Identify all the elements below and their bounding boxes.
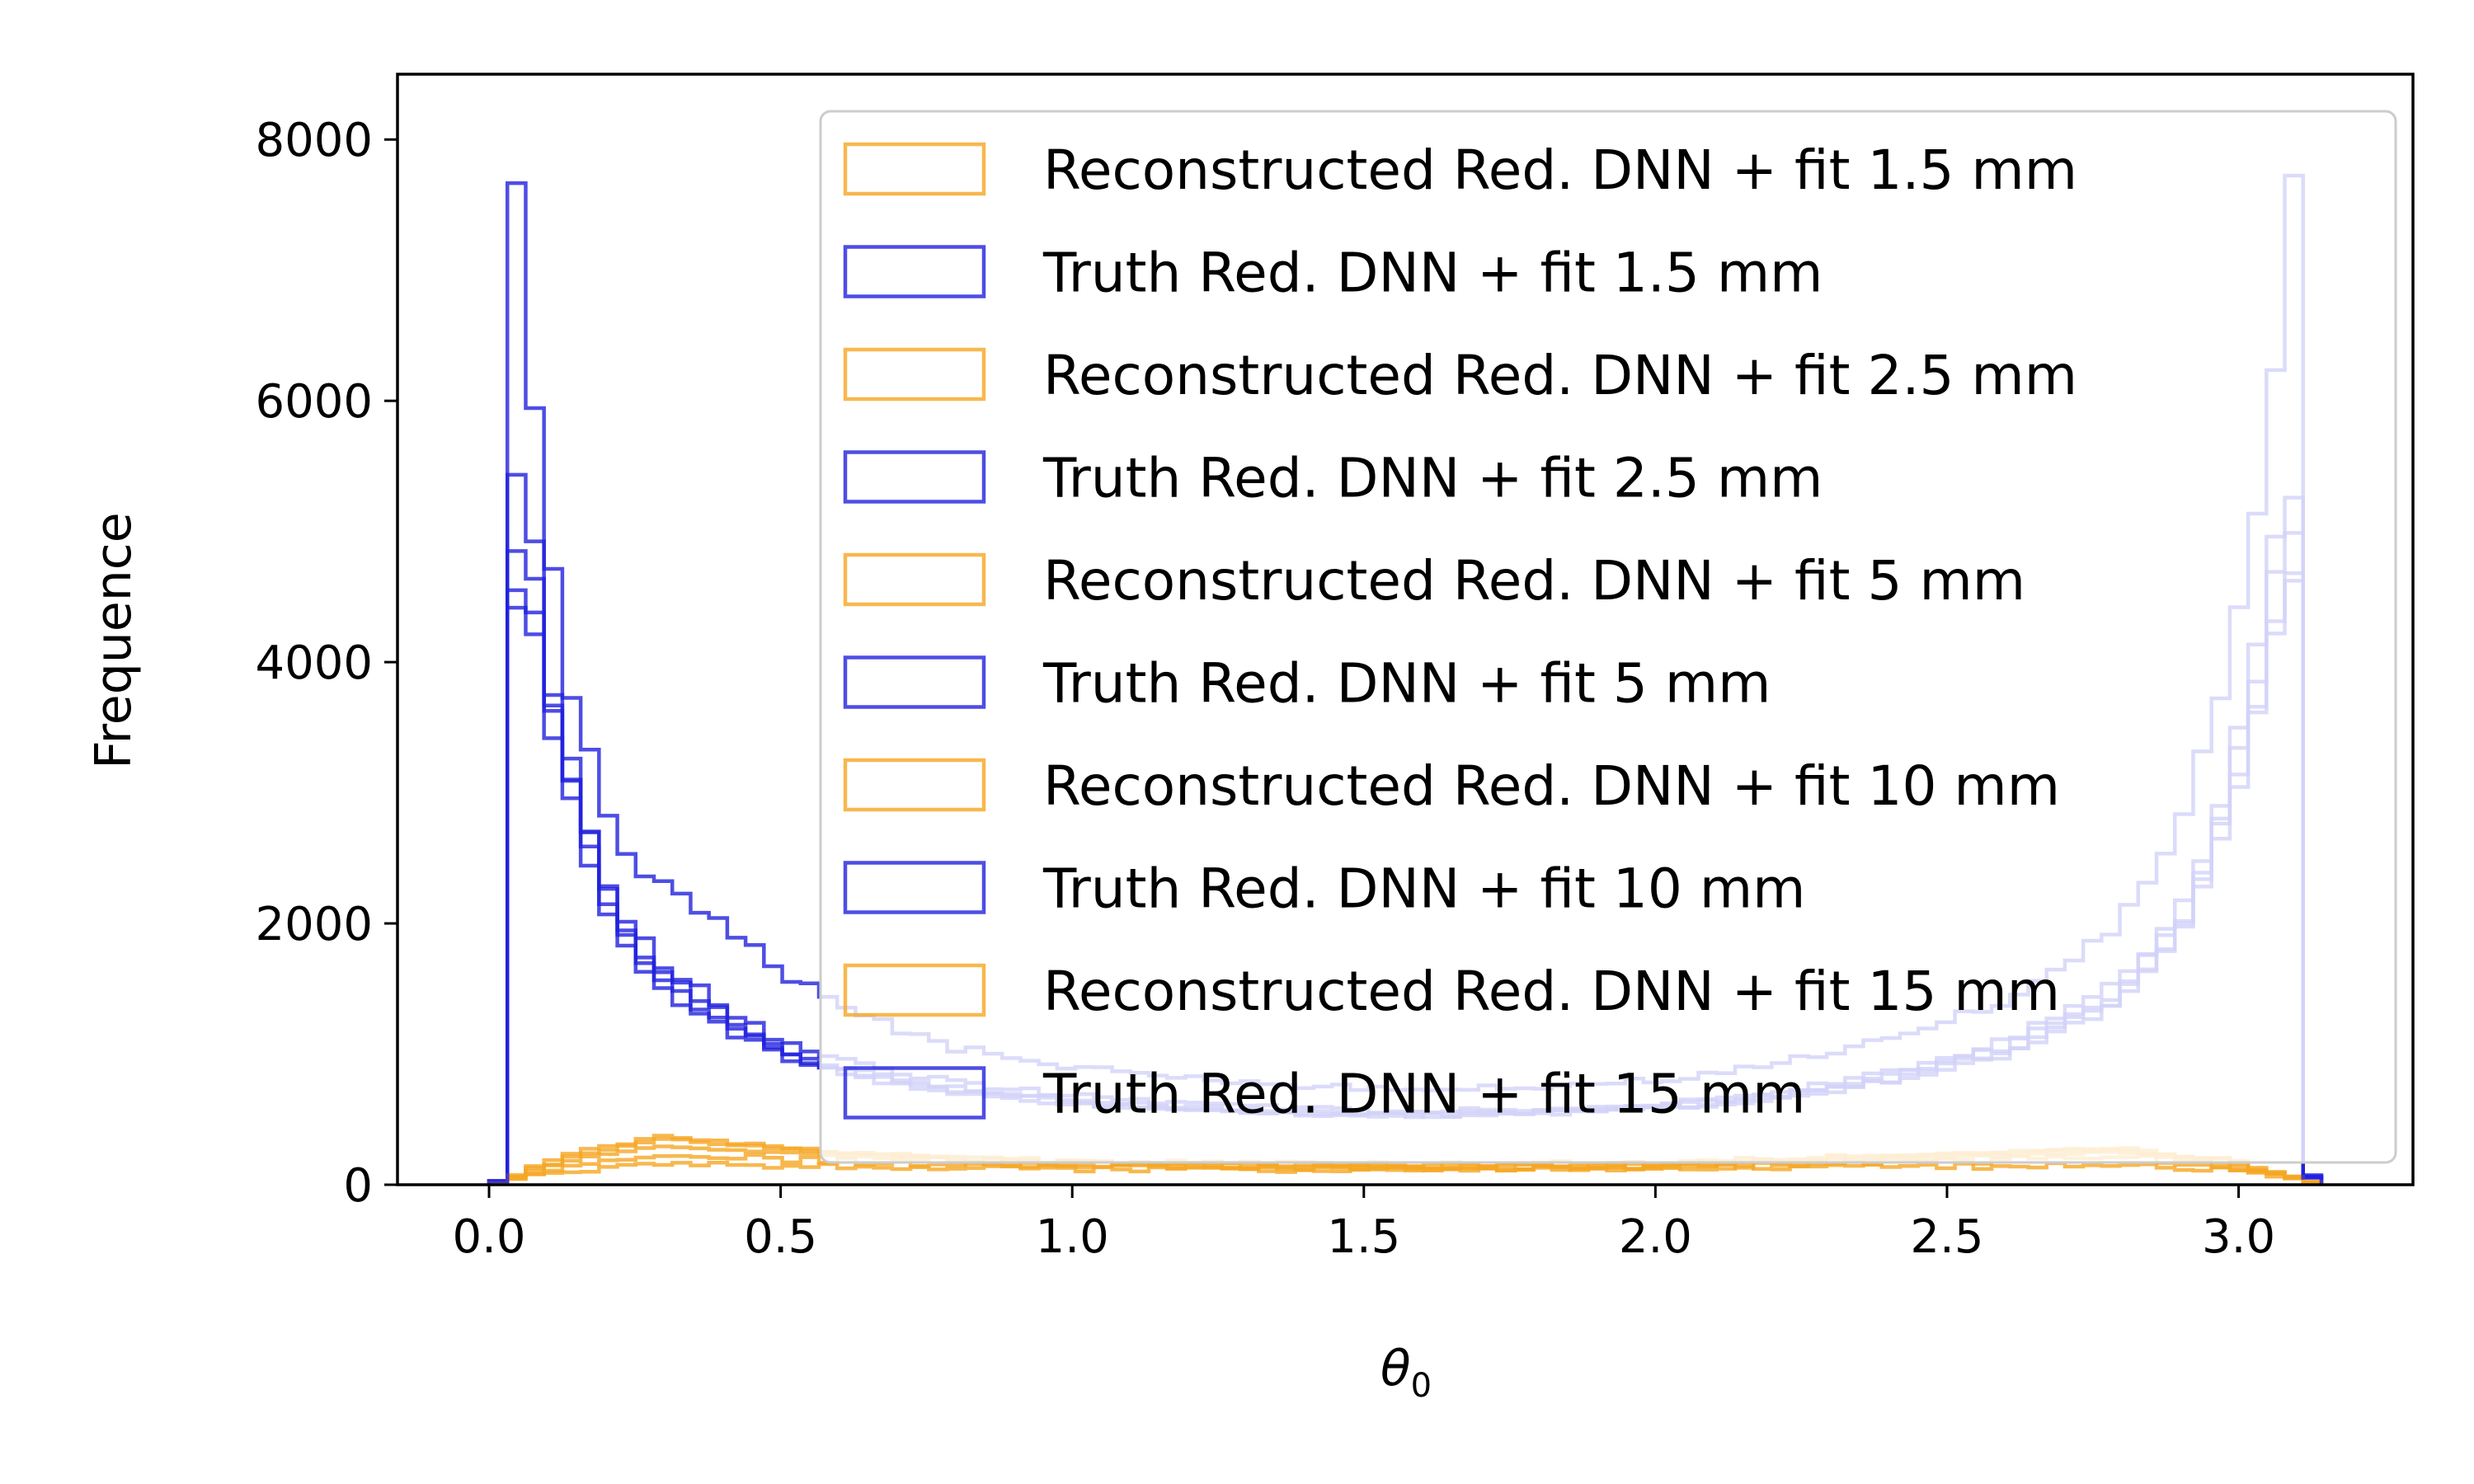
legend: Reconstructed Red. DNN + fit 1.5 mm Truth… xyxy=(819,110,2397,1164)
x-tick-label: 3.0 xyxy=(2202,1210,2275,1264)
legend-swatch xyxy=(843,347,986,402)
x-axis-label: θ0 xyxy=(1380,1340,1432,1405)
axes: 0.0 0.5 1.0 1.5 2.0 2.5 3.0 0 2000 4000 6000 8000 xyxy=(255,73,2415,1264)
x-tick-label: 2.5 xyxy=(1910,1210,1983,1264)
legend-swatch xyxy=(843,758,986,812)
legend-entry-label: Reconstructed Red. DNN + fit 5 mm xyxy=(1043,549,2025,613)
legend-entry-label: Reconstructed Red. DNN + fit 2.5 mm xyxy=(1043,344,2077,407)
y-axis-label: Frequence xyxy=(85,512,143,768)
legend-swatch xyxy=(843,552,986,607)
legend-swatch xyxy=(843,655,986,709)
legend-swatch xyxy=(843,861,986,914)
legend-entry-label: Truth Red. DNN + fit 10 mm xyxy=(1042,857,1805,921)
y-tick-label: 0 xyxy=(343,1159,373,1213)
legend-entry-label: Reconstructed Red. DNN + fit 1.5 mm xyxy=(1043,139,2077,202)
y-tick-label: 4000 xyxy=(255,636,373,690)
legend-entry-label: Truth Red. DNN + fit 2.5 mm xyxy=(1042,447,1823,510)
x-tick-label: 1.0 xyxy=(1036,1210,1109,1264)
legend-entry-label: Truth Red. DNN + fit 15 mm xyxy=(1042,1063,1805,1126)
legend-entry-label: Reconstructed Red. DNN + fit 10 mm xyxy=(1043,754,2060,818)
axes-frame xyxy=(396,73,2415,1186)
x-axis-label-main: θ xyxy=(1380,1340,1411,1397)
x-tick-label: 2.0 xyxy=(1619,1210,1692,1264)
x-axis-label-subscript: 0 xyxy=(1411,1367,1432,1405)
legend-swatch xyxy=(843,963,986,1017)
x-tick-label: 1.5 xyxy=(1327,1210,1400,1264)
x-tick-label: 0.5 xyxy=(744,1210,817,1264)
legend-box xyxy=(819,110,2397,1164)
legend-entry-label: Truth Red. DNN + fit 5 mm xyxy=(1042,652,1771,716)
x-tick-label: 0.0 xyxy=(452,1210,525,1264)
legend-entry-label: Reconstructed Red. DNN + fit 15 mm xyxy=(1043,960,2060,1023)
legend-swatch xyxy=(843,142,986,196)
y-tick-label: 2000 xyxy=(255,898,373,951)
legend-swatch xyxy=(843,245,986,298)
y-tick-label: 6000 xyxy=(255,375,373,429)
legend-swatch xyxy=(843,450,986,504)
legend-entry-label: Truth Red. DNN + fit 1.5 mm xyxy=(1042,242,1823,305)
y-tick-label: 8000 xyxy=(255,114,373,167)
legend-swatch xyxy=(843,1066,986,1120)
